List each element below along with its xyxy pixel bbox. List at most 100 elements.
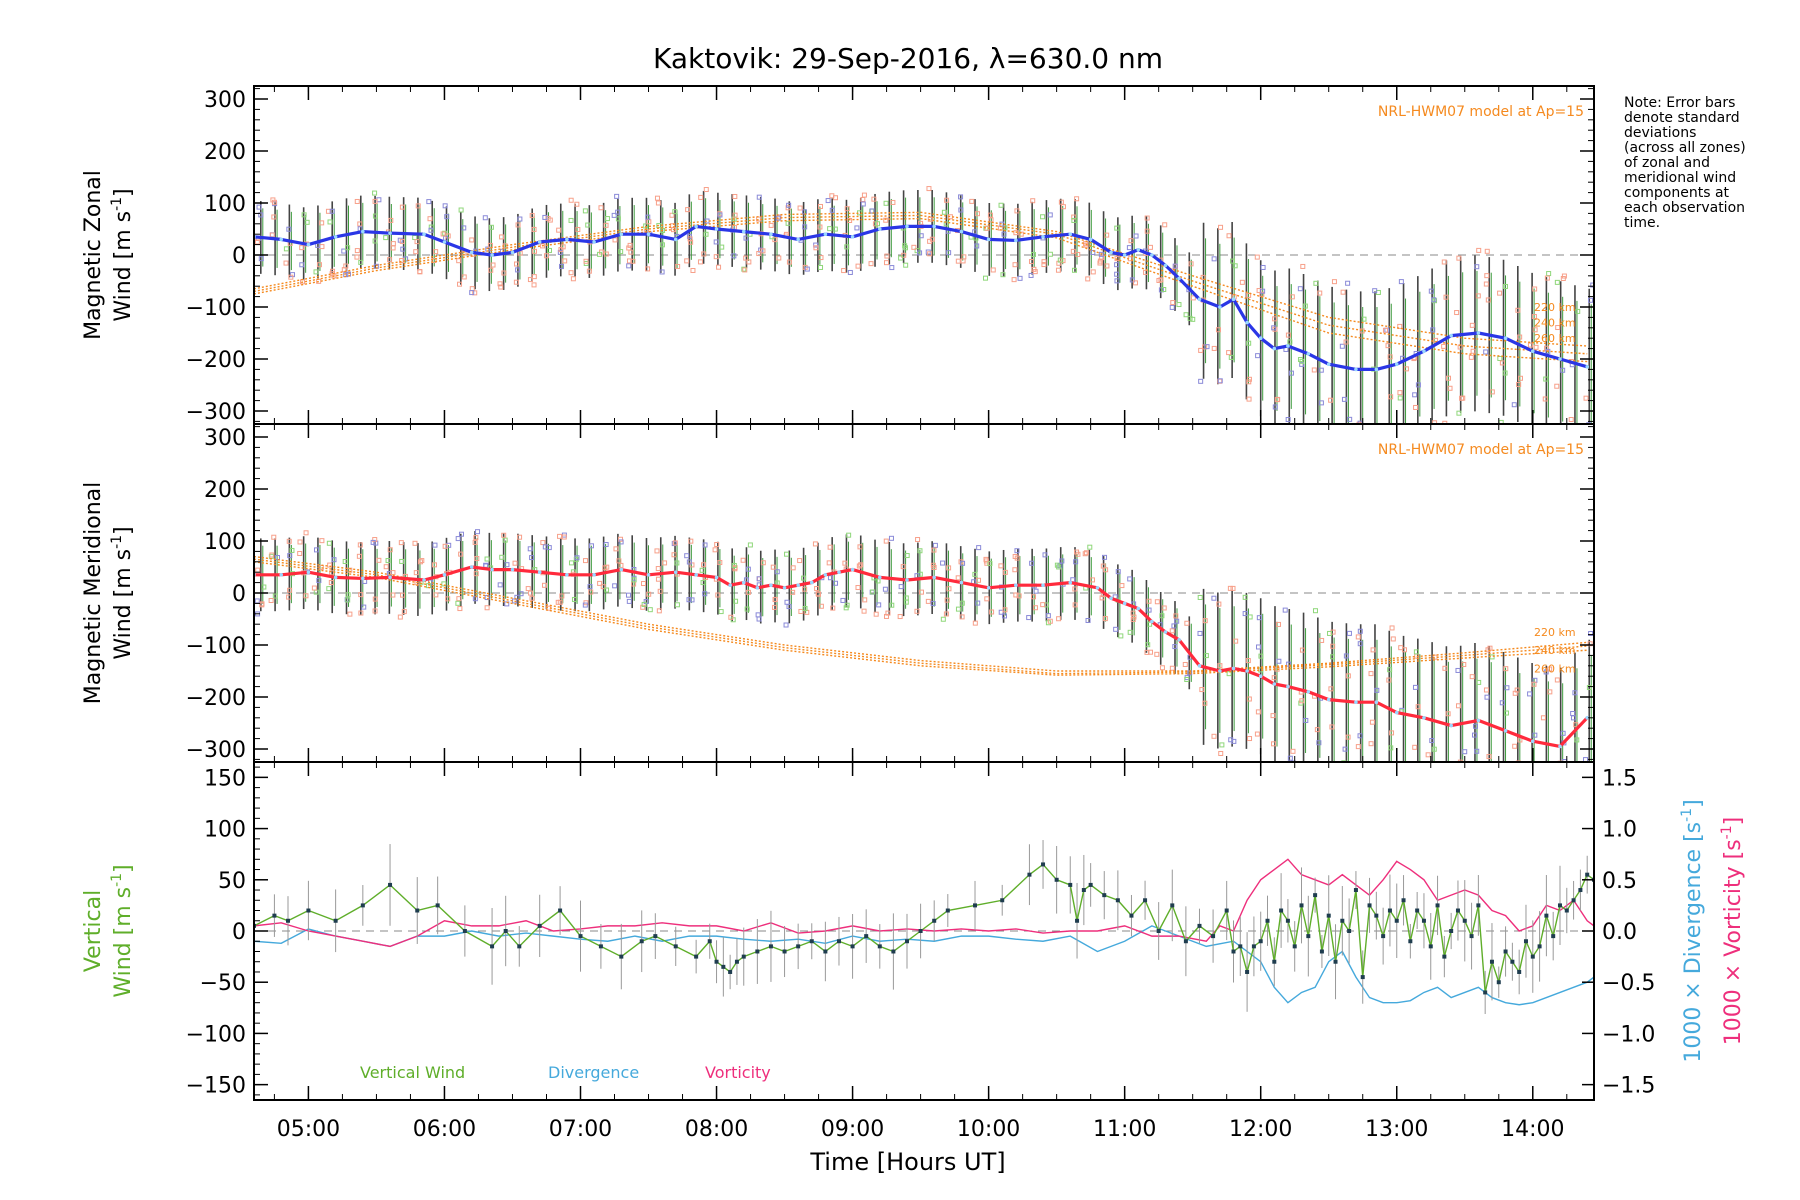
- zone-sample-point: [1412, 392, 1418, 398]
- vertical-wind-point: [1306, 934, 1311, 939]
- zone-sample-point: [1300, 263, 1306, 269]
- zone-sample-point: [1246, 292, 1252, 298]
- zone-sample-point: [955, 606, 961, 612]
- zone-sample-point: [1242, 594, 1248, 600]
- zone-sample-point: [1484, 273, 1490, 279]
- zone-sample-point: [1144, 228, 1150, 234]
- zone-sample-point: [943, 611, 949, 617]
- mean-wind-point: [1422, 349, 1426, 354]
- zone-sample-point: [472, 290, 478, 296]
- zone-sample-point: [1585, 448, 1589, 452]
- zone-sample-point: [1033, 588, 1039, 594]
- zone-sample-point: [856, 563, 862, 569]
- zone-sample-point: [689, 597, 695, 603]
- zone-sample-point: [1361, 316, 1367, 322]
- zone-sample-point: [1431, 746, 1437, 752]
- zone-sample-point: [347, 611, 353, 617]
- vertical-wind-point: [1455, 908, 1460, 913]
- zone-sample-point: [1547, 689, 1553, 695]
- mean-wind-point: [1558, 357, 1562, 361]
- vertical-wind-point: [1564, 908, 1569, 913]
- mean-wind-point: [422, 578, 426, 582]
- zone-sample-point: [955, 258, 961, 264]
- zone-sample-point: [1430, 327, 1436, 333]
- zone-sample-point: [717, 212, 723, 218]
- zone-sample-point: [1455, 703, 1461, 709]
- zone-sample-point: [756, 194, 762, 200]
- zone-sample-point: [582, 208, 588, 214]
- vertical-wind-point: [1088, 882, 1093, 887]
- zone-sample-point: [900, 564, 906, 570]
- mean-wind-point: [741, 229, 746, 234]
- x-tick-label: 09:00: [821, 1117, 884, 1142]
- zone-sample-point: [604, 587, 610, 593]
- zone-sample-point: [559, 263, 565, 269]
- model-curve-240-km: [254, 558, 1588, 675]
- zone-sample-point: [833, 580, 839, 586]
- note-line: Note: Error bars: [1624, 95, 1736, 111]
- mean-wind-point: [1306, 690, 1311, 694]
- zone-sample-point: [871, 196, 877, 202]
- zone-sample-point: [1387, 354, 1393, 360]
- y-tick-label: 300: [204, 426, 246, 451]
- zone-sample-point: [1118, 633, 1124, 639]
- zone-sample-point: [417, 559, 423, 565]
- zone-sample-point: [1200, 274, 1206, 280]
- zone-sample-point: [703, 187, 709, 193]
- zone-sample-point: [833, 195, 839, 201]
- vertical-wind-point: [1523, 939, 1528, 944]
- zone-sample-point: [588, 589, 594, 595]
- zone-sample-point: [841, 268, 847, 274]
- zone-sample-point: [1570, 710, 1576, 716]
- vertical-wind-point: [1197, 923, 1202, 928]
- zone-sample-point: [1014, 548, 1020, 554]
- zone-sample-point: [600, 584, 606, 590]
- y2-tick-label: −0.5: [1602, 971, 1655, 996]
- zone-sample-point: [1389, 730, 1395, 736]
- zone-sample-point: [1146, 598, 1152, 604]
- zone-sample-point: [497, 582, 503, 588]
- y2-tick-label: 0.0: [1602, 920, 1637, 945]
- zone-sample-point: [1590, 282, 1594, 288]
- zone-sample-point: [932, 542, 938, 548]
- mean-wind-point: [1326, 362, 1331, 367]
- zone-sample-point: [1256, 644, 1262, 650]
- zone-sample-point: [1256, 615, 1262, 621]
- zone-sample-point: [885, 610, 891, 616]
- zone-sample-point: [1297, 286, 1303, 292]
- zone-sample-point: [612, 237, 618, 243]
- zone-sample-point: [701, 251, 707, 257]
- zone-sample-point: [847, 217, 853, 223]
- zone-sample-point: [1114, 262, 1120, 268]
- mean-wind-point: [823, 573, 828, 577]
- note-line: time.: [1624, 215, 1661, 231]
- zone-sample-point: [1343, 653, 1349, 659]
- zone-sample-point: [1331, 279, 1337, 285]
- zone-sample-point: [684, 258, 690, 264]
- zone-sample-point: [790, 565, 796, 571]
- zone-sample-point: [1456, 255, 1462, 261]
- zone-sample-point: [1441, 807, 1445, 811]
- model-curve-240-km: [254, 214, 1588, 355]
- zone-sample-point: [813, 245, 819, 251]
- mean-wind-point: [1014, 238, 1018, 243]
- vertical-wind-point: [1265, 918, 1270, 923]
- zone-sample-point: [657, 588, 663, 594]
- zone-sample-point: [1114, 271, 1120, 277]
- zone-sample-point: [1570, 715, 1576, 721]
- zone-sample-point: [455, 600, 461, 606]
- mean-wind-point: [755, 586, 760, 590]
- zone-sample-point: [671, 552, 677, 558]
- zone-sample-point: [940, 560, 946, 566]
- zone-sample-point: [1002, 569, 1008, 575]
- zone-sample-point: [1215, 327, 1221, 333]
- zone-sample-point: [286, 226, 292, 232]
- zone-sample-point: [854, 225, 860, 231]
- zone-sample-point: [1368, 741, 1374, 747]
- vertical-wind-point: [558, 908, 563, 913]
- zone-sample-point: [587, 584, 593, 590]
- legend-vertical-wind: Vertical Wind: [360, 1063, 465, 1082]
- mean-wind-point: [837, 570, 841, 574]
- zone-sample-point: [559, 593, 565, 599]
- zone-sample-point: [1217, 378, 1223, 384]
